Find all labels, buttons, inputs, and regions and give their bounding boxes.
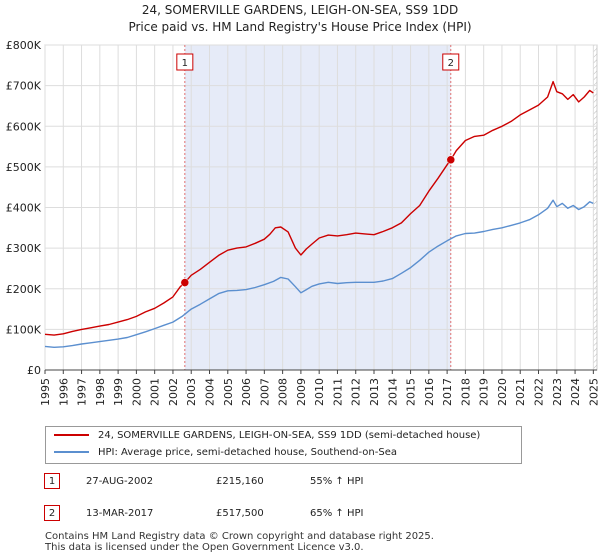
sale-point [180,278,190,287]
sale-date: 13-MAR-2017 [86,508,154,519]
series-line-hpi [44,199,594,348]
legend: 24, SOMERVILLE GARDENS, LEIGH-ON-SEA, SS… [45,426,522,464]
series-line-property [44,80,594,336]
sale-row-2: 2 13-MAR-2017 £517,500 65% ↑ HPI [44,504,564,524]
x-tick-label: 2009 [295,378,308,406]
x-tick-label: 2007 [258,378,271,406]
y-tick-label: £200K [6,283,42,296]
x-tick-label: 2001 [149,378,162,406]
x-tick-label: 2022 [533,378,546,406]
x-tick-label: 2014 [386,378,399,406]
chart-title: 24, SOMERVILLE GARDENS, LEIGH-ON-SEA, SS… [141,3,459,17]
legend-swatch-hpi [54,451,89,453]
x-tick-label: 2006 [240,378,253,406]
x-tick-label: 2003 [185,378,198,406]
x-tick-label: 2002 [167,378,180,406]
sale-marker-box [176,53,194,71]
sale-date: 27-AUG-2002 [86,476,154,487]
chart-subtitle: Price paid vs. HM Land Registry's House … [128,20,472,34]
sale-price: £215,160 [216,476,264,487]
y-tick-label: £600K [6,120,42,133]
y-tick-label: £500K [6,161,42,174]
x-tick-label: 2023 [551,378,564,406]
x-tick-label: 2024 [569,378,582,406]
sale-marker-box [442,53,460,71]
sale-point [446,155,456,165]
legend-label-hpi: HPI: Average price, semi-detached house,… [98,447,397,458]
sale-hpi-change: 65% ↑ HPI [310,508,364,519]
sale-price: £517,500 [216,508,264,519]
x-tick-label: 1997 [76,378,89,406]
x-tick-label: 2013 [368,378,381,406]
legend-item-hpi: HPI: Average price, semi-detached house,… [54,445,397,461]
x-tick-label: 2021 [514,378,527,406]
x-tick-label: 2000 [130,378,143,406]
x-tick-label: 1995 [39,378,52,406]
x-tick-label: 2020 [496,378,509,406]
x-tick-label: 1996 [57,378,70,406]
x-tick-label: 2016 [423,378,436,406]
sale-badge: 2 [44,505,60,521]
sale-marker-label: 2 [448,58,454,69]
x-tick-label: 2004 [204,378,217,406]
y-tick-label: £700K [6,80,42,93]
sale-badge: 1 [44,473,60,489]
footer-licence: This data is licensed under the Open Gov… [45,542,364,553]
x-tick-label: 2008 [277,378,290,406]
y-tick-label: £400K [6,202,42,215]
x-tick-label: 1999 [112,378,125,406]
sale-row-1: 1 27-AUG-2002 £215,160 55% ↑ HPI [44,472,564,492]
x-tick-label: 2012 [350,378,363,406]
y-tick-label: £800K [6,39,42,52]
x-tick-label: 2018 [459,378,472,406]
chart: £0 £100K £200K £300K £400K £500K £600K £700K £80… [6,39,600,406]
sale-hpi-change: 55% ↑ HPI [310,476,364,487]
chart-title-block: 24, SOMERVILLE GARDENS, LEIGH-ON-SEA, SS… [0,2,600,36]
y-tick-label: £0 [27,364,41,377]
x-tick-label: 2011 [331,378,344,406]
x-tick-label: 1998 [94,378,107,406]
x-tick-label: 2025 [587,378,600,406]
y-tick-label: £300K [6,242,42,255]
x-tick-label: 2015 [405,378,418,406]
x-tick-label: 2017 [441,378,454,406]
sale-marker-label: 1 [182,58,188,69]
y-tick-label: £100K [6,323,42,336]
x-tick-label: 2019 [478,378,491,406]
legend-item-property: 24, SOMERVILLE GARDENS, LEIGH-ON-SEA, SS… [54,428,480,444]
x-tick-label: 2010 [313,378,326,406]
legend-label-property: 24, SOMERVILLE GARDENS, LEIGH-ON-SEA, SS… [98,430,481,441]
legend-swatch-property [54,434,89,436]
footer-copyright: Contains HM Land Registry data © Crown c… [45,531,434,542]
footer: Contains HM Land Registry data © Crown c… [45,531,434,553]
x-tick-label: 2005 [222,378,235,406]
